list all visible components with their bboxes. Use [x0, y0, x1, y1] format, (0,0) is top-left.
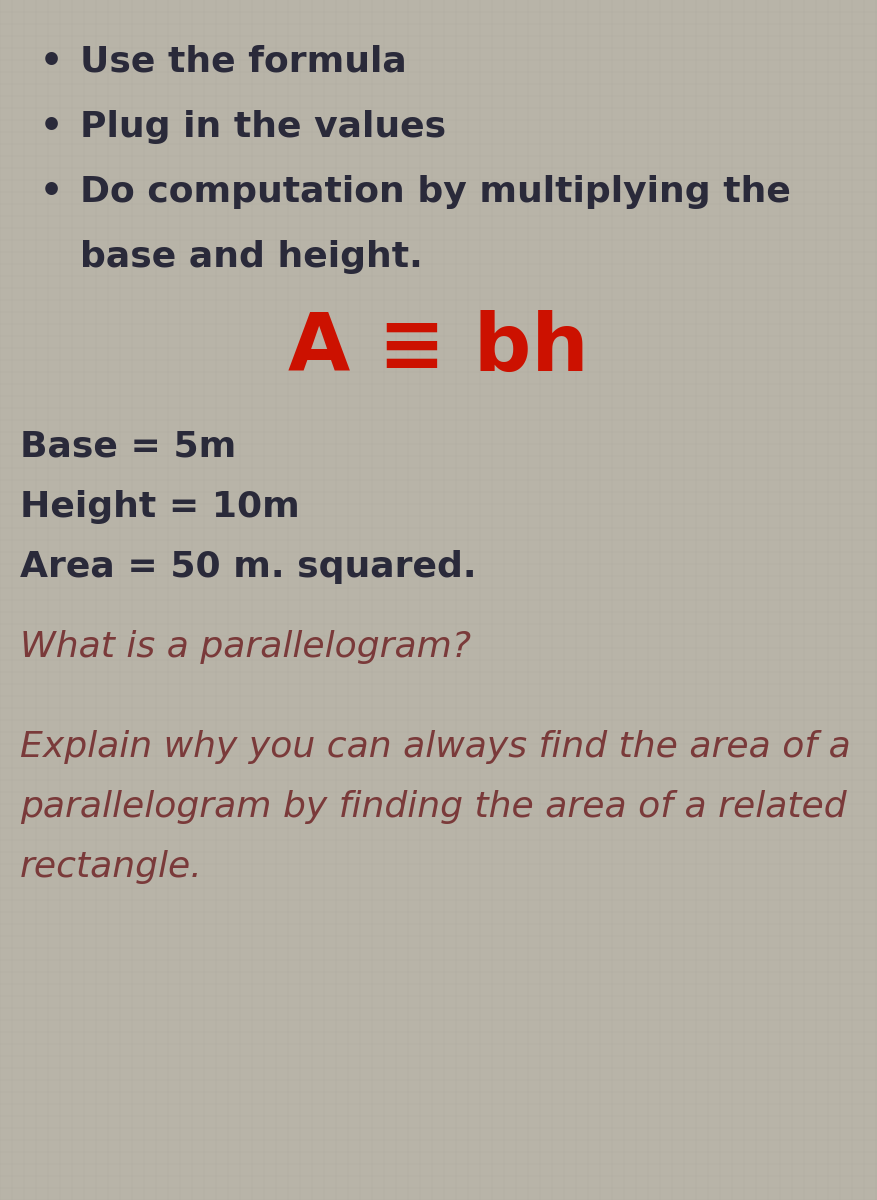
Text: Height = 10m: Height = 10m [20, 490, 300, 524]
Text: Do computation by multiplying the: Do computation by multiplying the [80, 175, 791, 209]
Text: Base = 5m: Base = 5m [20, 430, 236, 464]
Text: A ≡ bh: A ≡ bh [288, 310, 588, 388]
Text: rectangle.: rectangle. [20, 850, 203, 884]
Text: Area = 50 m. squared.: Area = 50 m. squared. [20, 550, 476, 584]
Text: base and height.: base and height. [80, 240, 423, 274]
Text: What is a parallelogram?: What is a parallelogram? [20, 630, 471, 664]
Text: Use the formula: Use the formula [80, 44, 407, 79]
Text: •: • [40, 110, 63, 144]
Text: •: • [40, 44, 63, 79]
Text: parallelogram by finding the area of a related: parallelogram by finding the area of a r… [20, 790, 846, 824]
Text: Explain why you can always find the area of a: Explain why you can always find the area… [20, 730, 851, 764]
Text: Plug in the values: Plug in the values [80, 110, 446, 144]
Text: •: • [40, 175, 63, 209]
